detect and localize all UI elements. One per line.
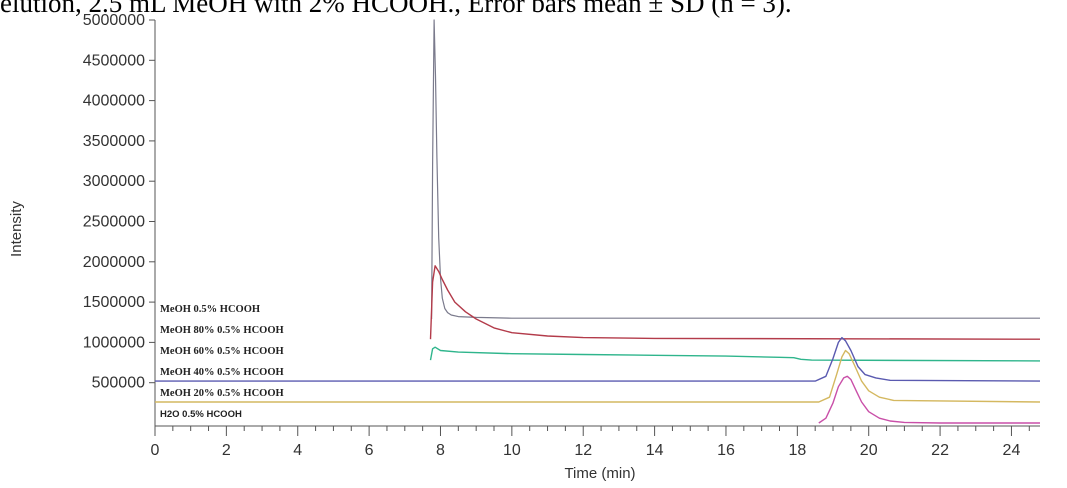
series-line xyxy=(155,349,1041,403)
x-tick-label: 12 xyxy=(574,442,592,459)
series-line xyxy=(431,19,1040,320)
figure-caption: elution, 2.5 mL MeOH with 2% HCOOH., Err… xyxy=(0,0,792,18)
x-tick-label: 18 xyxy=(788,442,806,459)
y-tick-label: 2000000 xyxy=(83,254,145,271)
x-tick-label: 8 xyxy=(436,442,445,459)
y-tick-label: 3500000 xyxy=(83,133,145,150)
y-tick-label: 2500000 xyxy=(83,214,145,231)
series-label: MeOH 80% 0.5% HCOOH xyxy=(160,325,284,336)
series-label: MeOH 40% 0.5% HCOOH xyxy=(160,367,284,378)
y-tick-label: 500000 xyxy=(92,375,145,392)
y-tick-label: 4500000 xyxy=(83,52,145,69)
x-tick-label: 2 xyxy=(222,442,231,459)
y-tick-label: 3000000 xyxy=(83,173,145,190)
x-tick-label: 0 xyxy=(151,442,160,459)
series-label: MeOH 60% 0.5% HCOOH xyxy=(160,346,284,357)
x-axis-title: Time (min) xyxy=(564,465,635,482)
x-tick-label: 24 xyxy=(1003,442,1021,459)
x-tick-label: 14 xyxy=(646,442,664,459)
x-tick-label: 22 xyxy=(931,442,949,459)
series-line xyxy=(155,336,1041,382)
series-line xyxy=(429,346,1041,362)
x-tick-label: 6 xyxy=(365,442,374,459)
chart-trace-labels: MeOH 0.5% HCOOH MeOH 80% 0.5% HCOOH MeOH 6… xyxy=(160,304,284,420)
x-tick-label: 16 xyxy=(717,442,735,459)
y-tick-label: 4000000 xyxy=(83,93,145,110)
series-line xyxy=(429,265,1041,340)
series-line xyxy=(818,375,1040,424)
series-label: MeOH 0.5% HCOOH xyxy=(160,304,260,315)
y-tick-label: 5000000 xyxy=(83,12,145,29)
y-tick-label: 1000000 xyxy=(83,334,145,351)
series-label: MeOH 20% 0.5% HCOOH xyxy=(160,388,284,399)
chart-traces xyxy=(155,19,1041,424)
x-tick-label: 10 xyxy=(503,442,521,459)
series-label: H2O 0.5% HCOOH xyxy=(160,409,242,420)
y-tick-label: 1500000 xyxy=(83,294,145,311)
x-tick-label: 4 xyxy=(293,442,302,459)
x-tick-label: 20 xyxy=(860,442,878,459)
y-axis-title: Intensity xyxy=(8,201,25,257)
chart-axes: 500000 1000000 1500000 2000000 2500000 300000… xyxy=(83,12,1040,459)
